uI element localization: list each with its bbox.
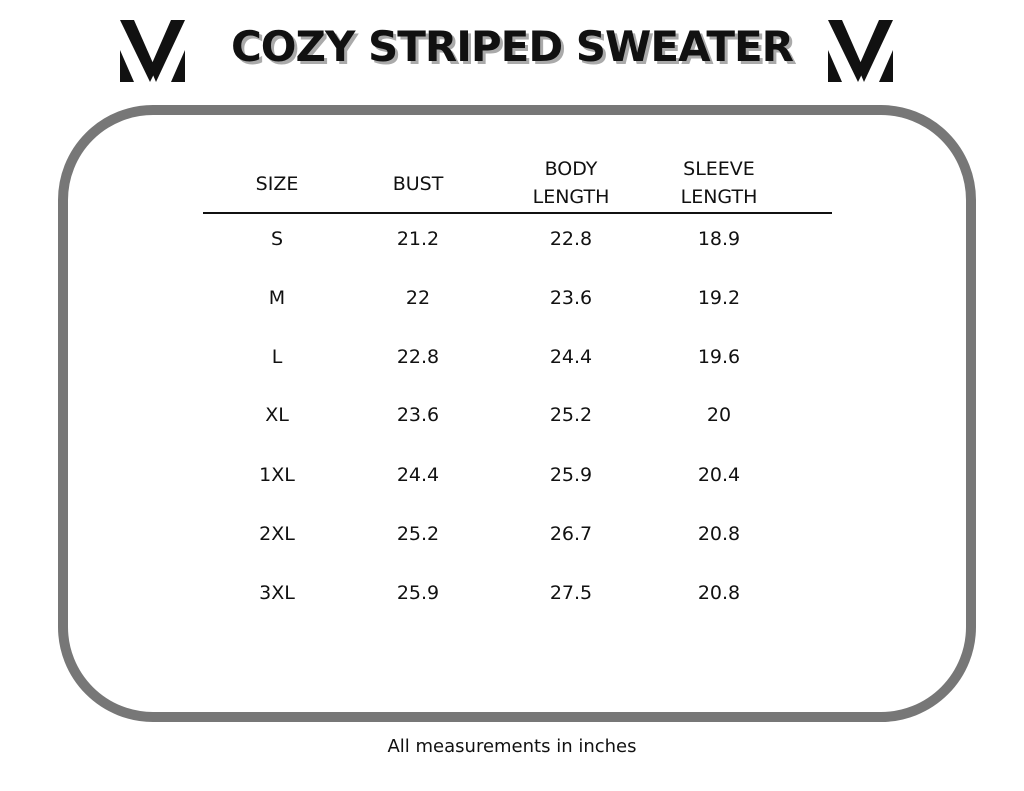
title: COZY STRIPED SWEATER bbox=[230, 22, 794, 71]
size-label: M bbox=[268, 287, 286, 309]
column-header: SIZE bbox=[255, 173, 299, 195]
measurement: 20 bbox=[706, 404, 732, 426]
logo-right bbox=[828, 20, 893, 82]
measurement: 19.6 bbox=[697, 346, 741, 368]
measurement: 18.9 bbox=[697, 228, 741, 250]
measurement: 20.4 bbox=[697, 464, 741, 486]
size-label: 1XL bbox=[259, 464, 295, 486]
size-label: L bbox=[271, 346, 283, 368]
measurement: 24.4 bbox=[396, 464, 440, 486]
measurement: 20.8 bbox=[697, 582, 741, 604]
column-header: SLEEVE LENGTH bbox=[680, 158, 758, 208]
column-header: BUST bbox=[392, 173, 444, 195]
size-label: S bbox=[270, 228, 284, 250]
size-label: 2XL bbox=[259, 523, 295, 545]
measurement: 25.2 bbox=[396, 523, 440, 545]
frame bbox=[58, 105, 976, 722]
size-label: XL bbox=[265, 404, 289, 426]
measurement: 21.2 bbox=[396, 228, 440, 250]
measurement: 27.5 bbox=[549, 582, 593, 604]
measurement: 23.6 bbox=[549, 287, 593, 309]
header-rule bbox=[203, 212, 832, 214]
measurement: 25.9 bbox=[396, 582, 440, 604]
logo-left bbox=[120, 20, 185, 82]
measurement: 19.2 bbox=[697, 287, 741, 309]
measurement: 22.8 bbox=[549, 228, 593, 250]
measurement: 20.8 bbox=[697, 523, 741, 545]
footer-note: All measurements in inches bbox=[387, 736, 637, 757]
measurement: 25.2 bbox=[549, 404, 593, 426]
measurement: 23.6 bbox=[396, 404, 440, 426]
measurement: 22.8 bbox=[396, 346, 440, 368]
logos bbox=[120, 20, 893, 82]
size-label: 3XL bbox=[259, 582, 295, 604]
measurement: 22 bbox=[405, 287, 431, 309]
measurement: 26.7 bbox=[549, 523, 593, 545]
measurement: 24.4 bbox=[549, 346, 593, 368]
measurement: 25.9 bbox=[549, 464, 593, 486]
column-header: BODY LENGTH bbox=[532, 158, 610, 208]
